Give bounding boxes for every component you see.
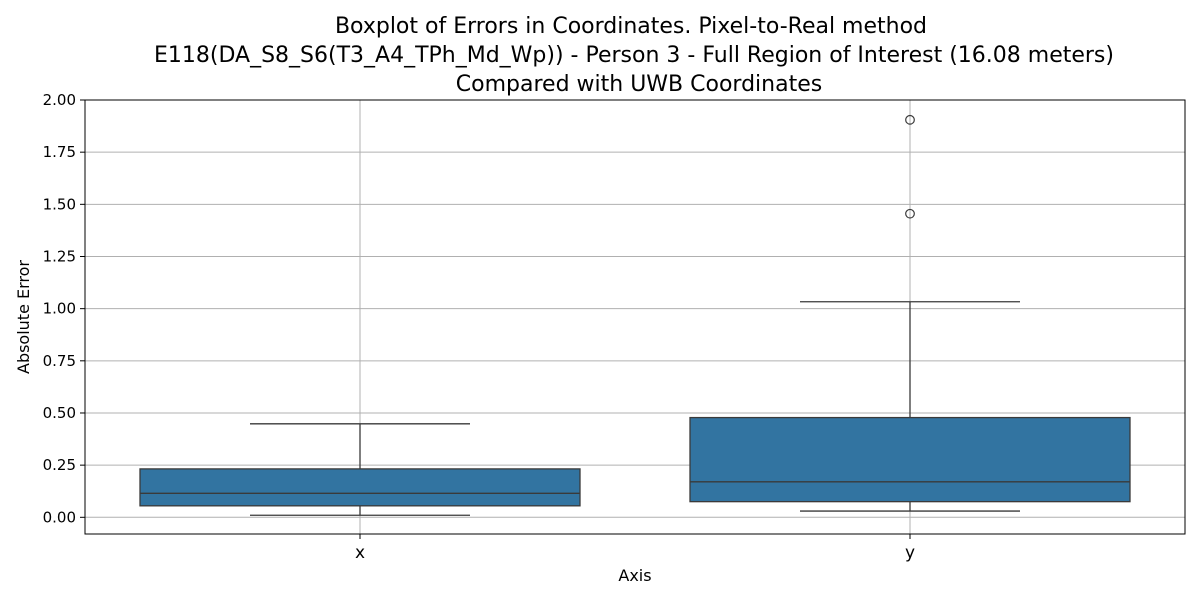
y-tick-label: 0.00: [43, 508, 76, 526]
chart-title-line-2: E118(DA_S8_S6(T3_A4_TPh_Md_Wp)) - Person…: [154, 43, 1114, 68]
y-axis-ticks: 0.00 0.25 0.50 0.75 1.00 1.25 1.50 1.75 2.00: [43, 91, 85, 526]
outlier-point: [905, 208, 915, 219]
y-tick-label: 2.00: [43, 91, 76, 109]
outlier-point: [905, 114, 915, 125]
y-tick-label: 1.00: [43, 300, 76, 318]
chart-title: Boxplot of Errors in Coordinates. Pixel-…: [154, 14, 1114, 97]
y-tick-label: 1.75: [43, 143, 76, 161]
x-tick-label: x: [355, 543, 365, 563]
box-y: [689, 114, 1131, 512]
chart-title-line-1: Boxplot of Errors in Coordinates. Pixel-…: [335, 14, 927, 39]
x-tick-label: y: [905, 543, 915, 563]
boxes: [139, 114, 1131, 516]
plot-frame: [84, 99, 1186, 535]
y-tick-label: 1.25: [43, 247, 76, 265]
y-tick-label: 0.75: [43, 352, 76, 370]
y-tick-label: 0.50: [43, 404, 76, 422]
y-tick-label: 1.50: [43, 195, 76, 213]
box-x: [139, 423, 581, 516]
y-tick-label: 0.25: [43, 456, 76, 474]
iqr-box: [139, 468, 581, 507]
chart-title-line-3: Compared with UWB Coordinates: [456, 72, 822, 97]
y-axis-label: Absolute Error: [14, 260, 33, 374]
iqr-box: [689, 416, 1131, 503]
x-axis-label: Axis: [618, 566, 651, 585]
